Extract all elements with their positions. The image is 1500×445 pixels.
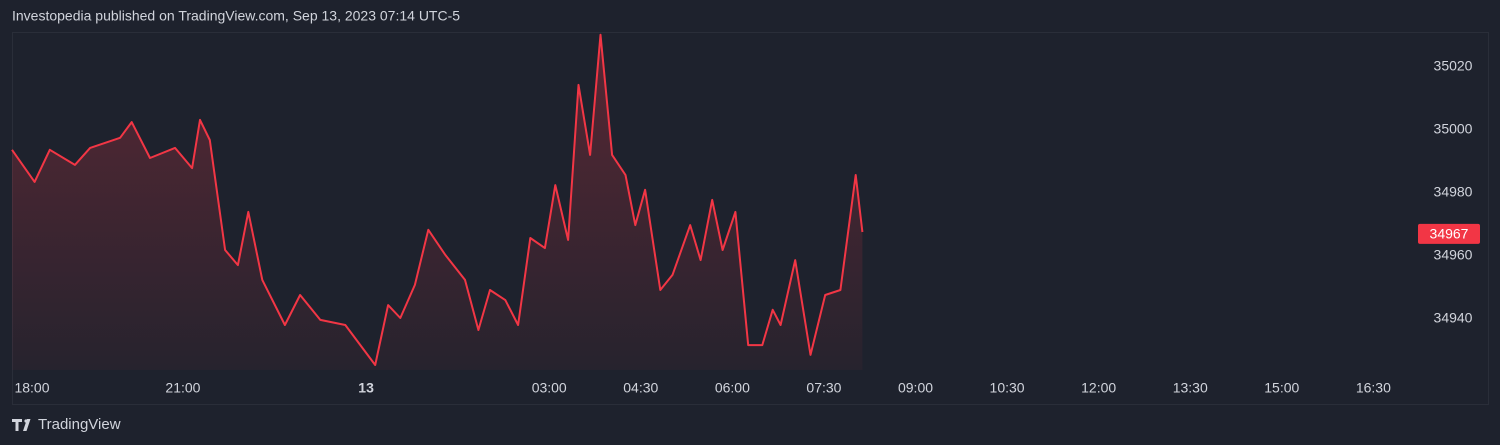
last-price-label: 34967 [1430,226,1469,242]
last-price-tag [1418,223,1480,244]
x-tick-label: 12:00 [1081,380,1116,396]
x-tick-label: 15:00 [1264,380,1299,396]
area-fill [12,34,863,371]
y-tick-label: 34960 [1434,247,1473,263]
y-tick-label: 34980 [1434,184,1473,200]
x-tick-label: 21:00 [165,380,200,396]
y-tick-label: 34940 [1434,310,1473,326]
header-title: Investopedia published on TradingView.co… [12,8,460,24]
x-tick-label: 16:30 [1356,380,1391,396]
x-tick-label: 13 [358,380,374,396]
x-tick-label: 13:30 [1173,380,1208,396]
brand-logo [12,419,31,431]
x-tick-label: 04:30 [623,380,658,396]
y-tick-label: 35000 [1434,121,1473,137]
x-tick-label: 18:00 [14,380,49,396]
x-tick-label: 06:00 [715,380,750,396]
y-tick-label: 35020 [1434,58,1473,74]
brand-name: TradingView [38,416,121,433]
x-tick-label: 07:30 [806,380,841,396]
x-tick-label: 09:00 [898,380,933,396]
x-tick-label: 10:30 [990,380,1025,396]
price-line [11,33,864,366]
x-tick-label: 03:00 [532,380,567,396]
